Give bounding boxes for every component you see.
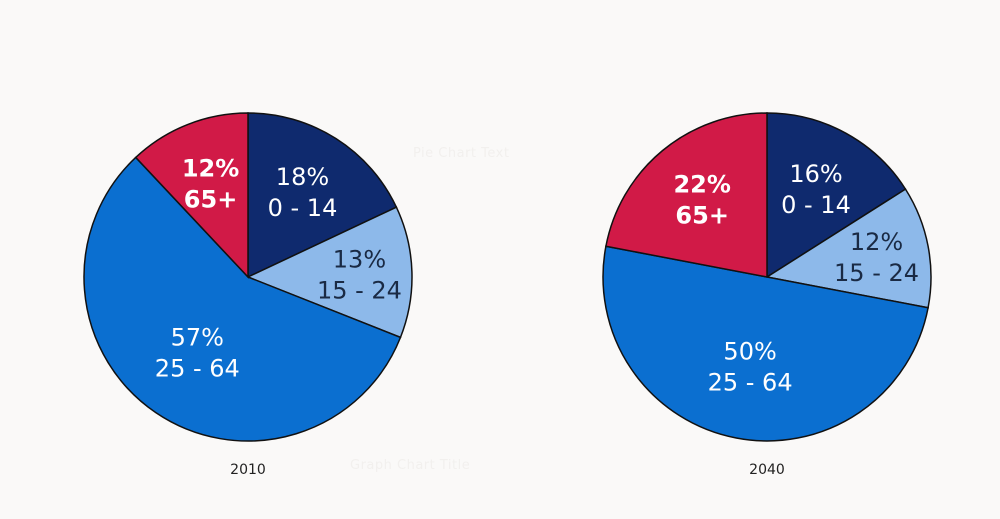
- pie-slice-15-24: [764, 188, 932, 309]
- pie-data-label: 57% 25 - 64: [155, 324, 240, 383]
- pie-slice-25-64: [602, 245, 929, 442]
- pie-data-label: 22% 65+: [673, 171, 730, 230]
- pie-chart-2040: 16% 0 - 14 12% 15 - 24 50% 25 - 64 22% 65+: [602, 112, 932, 442]
- pie-slice-25-64: [83, 156, 402, 442]
- pie-title-2010: 2010: [230, 462, 266, 478]
- pie-slice-0-14: [247, 112, 398, 279]
- pie-data-label: 18% 0 - 14: [268, 163, 338, 222]
- pie-slice-15-24: [246, 206, 413, 339]
- pie-data-label: 12% 15 - 24: [834, 228, 919, 287]
- pie-slice-65plus: [605, 112, 768, 278]
- pie-chart-text: Pie Chart Text: [413, 146, 510, 161]
- graph-chart-title: Graph Chart Title: [350, 458, 471, 473]
- pie-data-label: 13% 15 - 24: [317, 245, 402, 304]
- pie-data-label: 12% 65+: [182, 154, 239, 213]
- pie-chart-2010: 18% 0 - 14 13% 15 - 24 57% 25 - 64 12% 65+: [83, 112, 413, 442]
- pie-data-label: 16% 0 - 14: [781, 160, 851, 219]
- pie-data-label: 50% 25 - 64: [708, 338, 793, 397]
- pie-title-2040: 2040: [749, 462, 785, 478]
- pie-slice-0-14: [766, 112, 907, 279]
- pie-slice-65plus: [134, 112, 249, 279]
